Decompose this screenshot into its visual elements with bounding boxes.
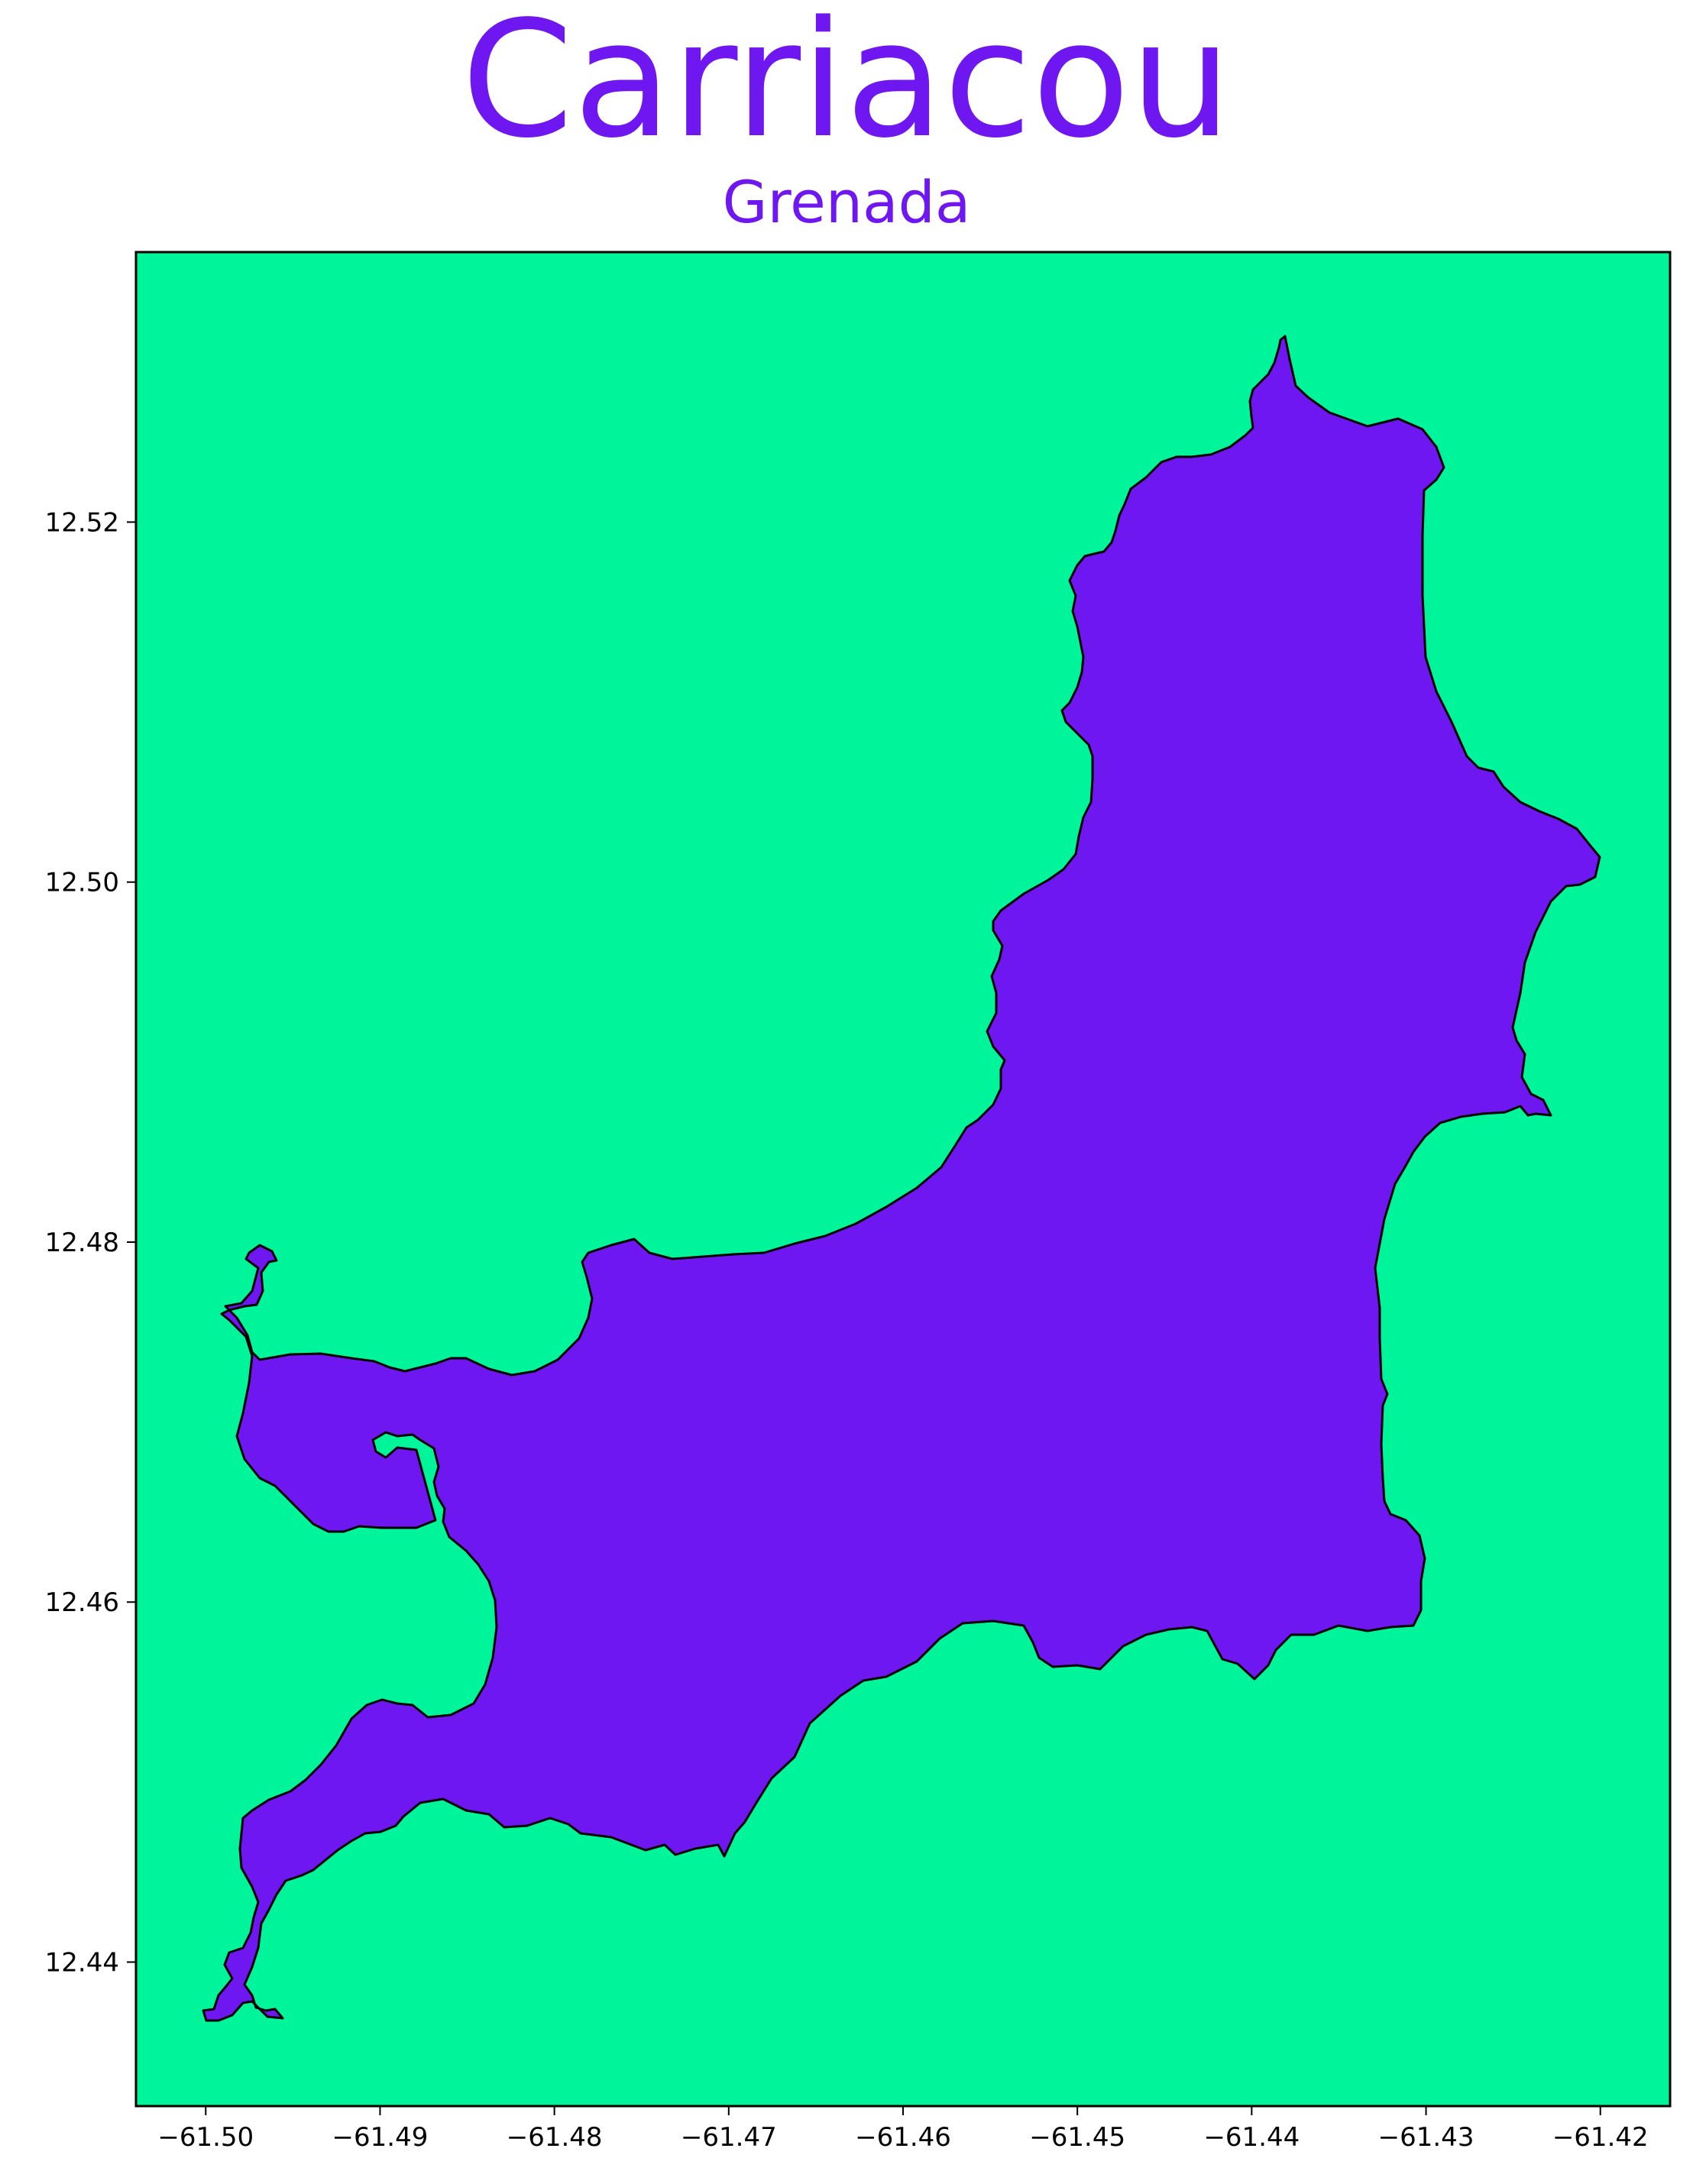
map-subtitle: Grenada bbox=[722, 168, 971, 236]
x-tick-label: −61.47 bbox=[681, 2122, 777, 2153]
island-carriacou bbox=[202, 335, 1601, 2022]
y-axis: 12.52 12.50 12.48 12.46 12.44 bbox=[45, 507, 136, 1978]
x-tick-label: −61.48 bbox=[507, 2122, 603, 2153]
y-tick-label: 12.50 bbox=[45, 868, 119, 898]
y-tick-label: 12.46 bbox=[45, 1587, 119, 1618]
y-tick-label: 12.52 bbox=[45, 507, 119, 538]
x-tick-label: −61.45 bbox=[1029, 2122, 1125, 2153]
x-tick-label: −61.49 bbox=[332, 2122, 429, 2153]
x-tick-label: −61.42 bbox=[1552, 2122, 1649, 2153]
y-tick-label: 12.44 bbox=[45, 1947, 119, 1978]
y-tick-label: 12.48 bbox=[45, 1228, 119, 1258]
x-axis: −61.50 −61.49 −61.48 −61.47 −61.46 −61.45 −61.… bbox=[157, 2106, 1649, 2153]
x-tick-label: −61.46 bbox=[855, 2122, 951, 2153]
x-tick-label: −61.44 bbox=[1203, 2122, 1300, 2153]
x-tick-label: −61.50 bbox=[157, 2122, 254, 2153]
map-title: Carriacou bbox=[461, 0, 1232, 173]
x-tick-label: −61.43 bbox=[1378, 2122, 1474, 2153]
